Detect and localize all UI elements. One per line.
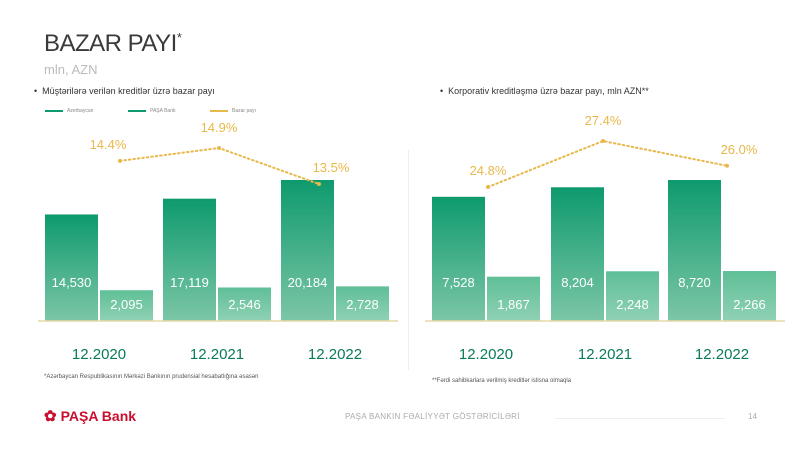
footer-text: PAŞA BANKIN FƏALİYYƏT GÖSTƏRİCİLƏRİ xyxy=(345,412,520,421)
category-label: 12.2022 xyxy=(695,346,749,363)
pasa-bar xyxy=(336,286,389,321)
share-label: 27.4% xyxy=(585,113,622,128)
legend-azerbaycan: Azerbaycan xyxy=(45,108,93,114)
share-label: 14.9% xyxy=(201,120,238,135)
pasa-bar xyxy=(100,290,153,321)
pasa-bar-label: 2,095 xyxy=(110,297,143,312)
share-label: 26.0% xyxy=(721,142,758,157)
share-point xyxy=(217,146,221,150)
share-label: 24.8% xyxy=(470,163,507,178)
share-label: 13.5% xyxy=(313,160,350,175)
category-label: 12.2021 xyxy=(190,346,244,363)
page-number: 14 xyxy=(748,412,757,421)
azerbaycan-bar xyxy=(281,180,334,321)
azerbaycan-bar xyxy=(668,180,721,321)
azerbaycan-bar-label: 20,184 xyxy=(288,275,328,290)
azerbaycan-bar xyxy=(432,196,485,321)
footer-line xyxy=(555,418,725,419)
right-chart-title: • Korporativ kreditləşmə üzrə bazar payı… xyxy=(440,86,649,96)
pasa-bar xyxy=(487,276,540,321)
left-footnote: *Azərbaycan Respublikasının Mərkəzi Bank… xyxy=(44,374,259,380)
azerbaycan-bar-label: 8,720 xyxy=(678,275,711,290)
pasa-bar xyxy=(606,271,659,321)
share-point xyxy=(725,163,729,168)
pasa-bar-label: 2,728 xyxy=(346,297,379,312)
share-label: 14.4% xyxy=(90,137,127,152)
unit-label: mln, AZN xyxy=(44,62,98,77)
azerbaycan-bar-label: 14,530 xyxy=(52,275,92,290)
flower-icon: ✿ xyxy=(44,408,57,425)
brand-logo: ✿ PAŞA Bank xyxy=(44,408,137,425)
azerbaycan-bar xyxy=(163,198,216,321)
left-chart: 14,530 2,095 12.2020 17,119 2,546 12.2021 20,1… xyxy=(38,120,398,363)
category-label: 12.2020 xyxy=(459,346,513,363)
legend-share: Bazar payı xyxy=(210,108,256,114)
share-point xyxy=(601,139,605,143)
azerbaycan-bar xyxy=(551,187,604,321)
pasa-bar-label: 2,266 xyxy=(733,297,766,312)
right-chart: 7,528 1,867 12.2020 8,204 2,248 12.2021 8,720 2… xyxy=(425,113,785,363)
left-chart-title: • Müştərilərə verilən kreditlər üzrə baz… xyxy=(34,86,215,96)
pasa-bar-label: 1,867 xyxy=(497,297,530,312)
share-point xyxy=(118,158,122,163)
pasa-bar xyxy=(218,287,271,321)
right-footnote: **Fərdi sahibkarlara verilmiş kreditlər … xyxy=(432,378,572,384)
azerbaycan-bar-label: 7,528 xyxy=(442,275,475,290)
azerbaycan-bar-label: 17,119 xyxy=(170,275,209,290)
share-point xyxy=(317,182,321,186)
category-label: 12.2021 xyxy=(578,346,632,363)
legend-pasa: PAŞA Bank xyxy=(128,108,175,114)
azerbaycan-bar xyxy=(45,214,98,321)
divider xyxy=(408,150,409,370)
pasa-bar-label: 2,248 xyxy=(616,297,649,312)
category-label: 12.2022 xyxy=(308,346,362,363)
share-point xyxy=(486,185,490,189)
category-label: 12.2020 xyxy=(72,346,126,363)
azerbaycan-bar-label: 8,204 xyxy=(561,275,594,290)
pasa-bar-label: 2,546 xyxy=(228,297,261,312)
pasa-bar xyxy=(723,271,776,321)
page-title: BAZAR PAYI* xyxy=(44,30,182,57)
